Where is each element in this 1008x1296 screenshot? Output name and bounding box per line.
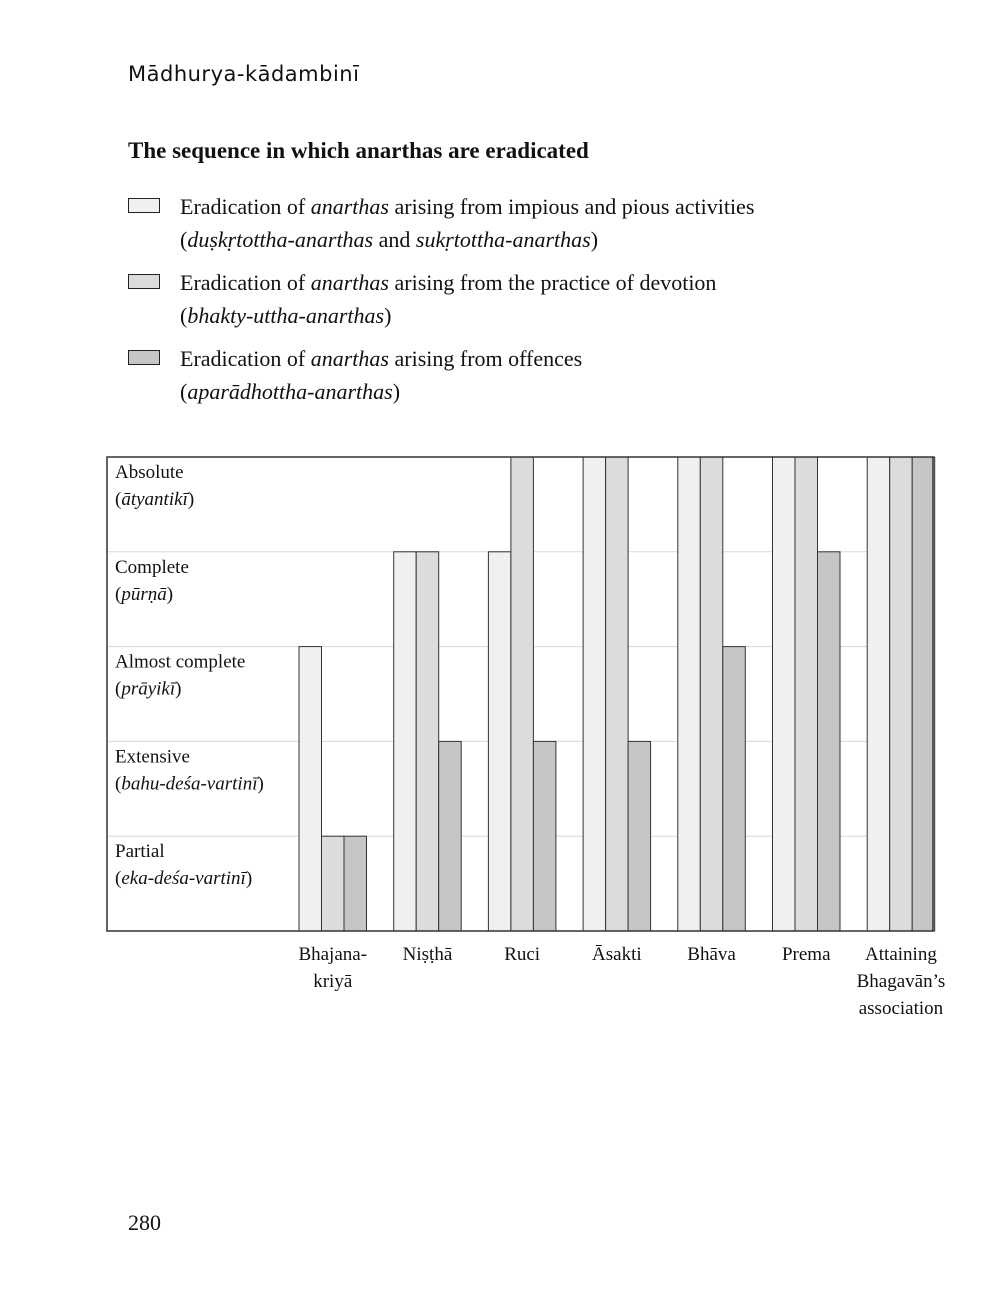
legend-paren-open: ( <box>180 227 188 252</box>
x-category-label: Bhāva <box>687 944 736 965</box>
x-category-label: association <box>859 998 944 1019</box>
legend-item-bhakty-uttha: Eradication of anarthas arising from the… <box>128 266 948 342</box>
bar <box>343 835 367 932</box>
y-axis-labels: Partial (eka-deśa-vartinī) Extensive (bahu-… <box>115 462 264 889</box>
legend-text-suffix: arising from offences <box>388 346 583 371</box>
y-level-sanskrit: (ātyantikī) <box>115 489 194 510</box>
bar <box>438 740 462 932</box>
y-level-label: Almost complete <box>115 652 245 673</box>
legend-paren-open: ( <box>180 303 188 328</box>
bar-chart: Partial (eka-deśa-vartinī) Extensive (bahu-… <box>106 456 945 1019</box>
y-level-label: Extensive <box>115 746 190 767</box>
x-category-label: Ruci <box>504 944 540 965</box>
legend-swatch-series-2 <box>128 274 160 289</box>
legend-paren-open: ( <box>180 379 188 404</box>
bar <box>415 551 440 932</box>
bar <box>677 456 701 932</box>
legend-sanskrit-1: aparādhottha-anarthas <box>187 379 393 404</box>
bar <box>794 456 818 932</box>
y-level-label: Absolute <box>115 462 184 483</box>
y-level-sanskrit: (bahu-deśa-vartinī) <box>115 773 264 794</box>
bar <box>298 646 322 932</box>
x-axis-labels: Bhajana-kriyā Niṣṭhā Ruci Āsakti Bhāva Prema A… <box>298 944 945 1019</box>
y-level-label: Partial <box>115 841 165 862</box>
y-level-sanskrit: (eka-deśa-vartinī) <box>115 868 252 889</box>
legend-paren-close: ) <box>384 303 392 328</box>
legend-text-prefix: Eradication of <box>180 346 311 371</box>
bar <box>582 456 607 932</box>
x-category-label: kriyā <box>313 971 353 992</box>
legend-text-prefix: Eradication of <box>180 270 311 295</box>
legend-text: Eradication of anarthas arising from imp… <box>180 190 754 256</box>
x-category-label: Āsakti <box>592 944 642 965</box>
x-category-label: Prema <box>782 944 831 965</box>
bar <box>487 551 512 932</box>
legend-text: Eradication of anarthas arising from the… <box>180 266 716 332</box>
legend-text-em: anarthas <box>310 270 389 295</box>
x-category-label: Niṣṭhā <box>403 944 453 965</box>
x-category-label: Bhagavān’s <box>857 971 946 992</box>
bar <box>889 456 913 932</box>
bar <box>321 835 345 932</box>
legend-text-prefix: Eradication of <box>180 194 311 219</box>
legend-text-em: anarthas <box>310 346 389 371</box>
legend-paren-close: ) <box>392 379 401 404</box>
legend-sanskrit-1: duṣkṛtottha-anarthas <box>187 227 374 252</box>
legend-swatch-series-3 <box>128 350 160 365</box>
plot-frame <box>106 456 934 932</box>
y-level-label: Complete <box>115 557 189 578</box>
bar <box>605 456 629 932</box>
page-number: 280 <box>128 1210 161 1235</box>
legend-sanskrit-2: sukṛtottha-anarthas <box>415 227 591 252</box>
legend-paren-close: ) <box>590 227 599 252</box>
chart-title: The sequence in which anarthas are eradi… <box>128 138 589 163</box>
legend-item-dushkrta: Eradication of anarthas arising from imp… <box>128 190 948 266</box>
bar <box>627 740 652 932</box>
bar <box>393 551 417 932</box>
bar <box>722 646 746 932</box>
running-head: Mādhurya-kādambinī <box>128 62 360 86</box>
bar <box>817 551 841 932</box>
x-category-label: Attaining <box>865 944 937 965</box>
legend: Eradication of anarthas arising from imp… <box>128 190 948 418</box>
x-category-label: Bhajana- <box>298 944 367 965</box>
y-level-sanskrit: (pūrṇā) <box>115 584 173 605</box>
legend-text-suffix: arising from impious and pious activitie… <box>388 194 755 219</box>
legend-swatch-series-1 <box>128 198 160 213</box>
bar <box>866 456 891 932</box>
bar <box>532 740 557 932</box>
legend-connector: and <box>373 227 416 252</box>
legend-item-aparadhottha: Eradication of anarthas arising from off… <box>128 342 948 418</box>
bar <box>510 456 534 932</box>
bars <box>298 456 936 932</box>
legend-sanskrit-1: bhakty-uttha-anarthas <box>187 303 385 328</box>
legend-text: Eradication of anarthas arising from off… <box>180 342 582 408</box>
y-level-sanskrit: (prāyikī) <box>115 679 181 700</box>
bar <box>772 456 796 932</box>
legend-text-em: anarthas <box>310 194 389 219</box>
bar <box>911 456 936 932</box>
legend-text-suffix: arising from the practice of devotion <box>388 270 717 295</box>
bar <box>699 456 724 932</box>
